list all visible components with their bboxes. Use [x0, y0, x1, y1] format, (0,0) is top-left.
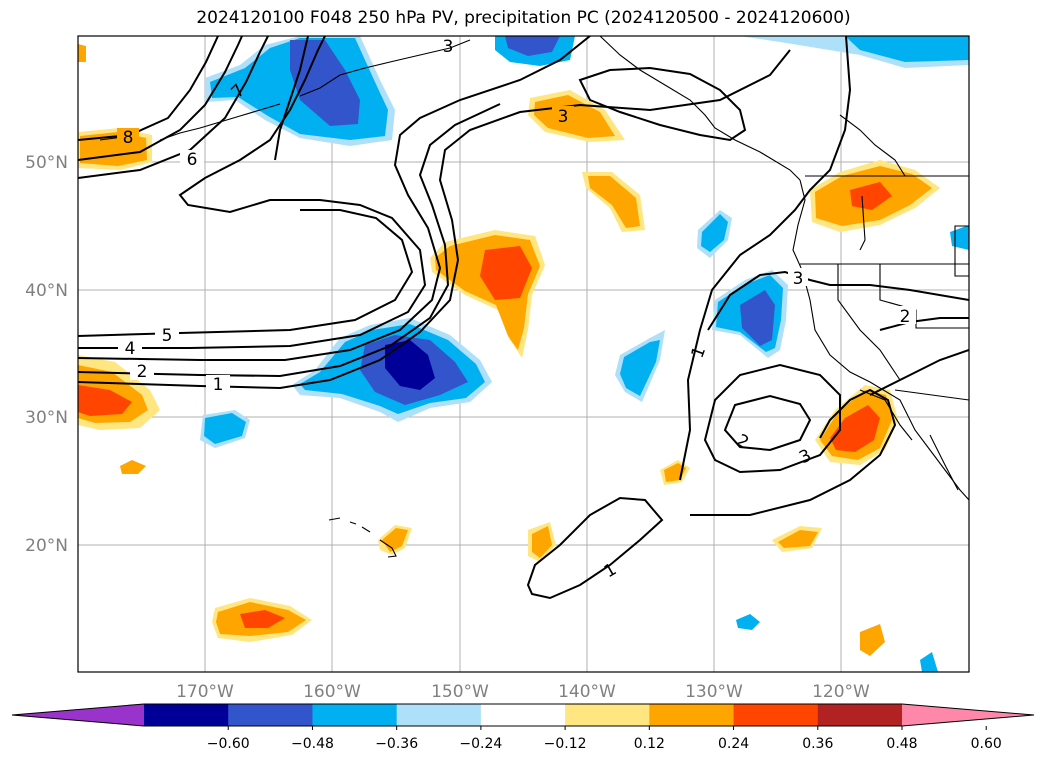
- lat-label: 30°N: [25, 408, 68, 428]
- precip-anomaly-negative: [620, 340, 660, 396]
- pv-contour: [578, 66, 747, 142]
- map-frame: [77, 35, 970, 673]
- precip-anomaly-negative: [204, 413, 246, 444]
- colorbar-segment: [480, 704, 566, 726]
- pv-contour: [78, 103, 501, 378]
- colorbar-segment: [228, 704, 313, 726]
- colorbar-tick-label: −0.12: [544, 736, 587, 752]
- colorbar-tick-label: 0.36: [802, 736, 833, 752]
- map-area: [78, 36, 969, 672]
- precip-anomaly-positive: [778, 530, 818, 548]
- precip-anomaly-negative: [505, 36, 560, 56]
- contour-label: 2: [137, 362, 148, 382]
- precip-anomaly-positive: [532, 526, 552, 558]
- colorbar-segment: [817, 704, 903, 726]
- precip-shading: [78, 36, 969, 672]
- pv-contour: [78, 49, 791, 390]
- colorbar-tick-label: 0.24: [718, 736, 749, 752]
- pv-contour: [679, 36, 852, 481]
- colorbar-tick-label: −0.24: [459, 736, 502, 752]
- lon-label: 150°W: [431, 682, 489, 702]
- contour-label: 3: [793, 269, 804, 289]
- pv-contour: [690, 388, 897, 516]
- colorbar-tick-label: 0.12: [634, 736, 665, 752]
- precip-anomaly-positive: [534, 95, 615, 138]
- longitude-labels: 170°W 160°W 150°W 140°W 130°W 120°W: [176, 682, 870, 702]
- lon-label: 160°W: [303, 682, 361, 702]
- precip-anomaly-positive: [480, 246, 532, 300]
- contour-label: 6: [187, 150, 198, 170]
- latitude-labels: 50°N 40°N 30°N 20°N: [25, 153, 68, 556]
- lon-label: 120°W: [812, 682, 870, 702]
- pv-contour: [879, 317, 969, 331]
- lat-label: 20°N: [25, 536, 68, 556]
- lat-label: 40°N: [25, 281, 68, 301]
- lat-label: 50°N: [25, 153, 68, 173]
- pv-contours: [78, 36, 969, 600]
- contour-label: 3: [558, 107, 569, 127]
- colorbar-segment: [649, 704, 735, 726]
- contour-label: 2: [900, 307, 911, 327]
- precip-anomaly-positive: [830, 405, 880, 452]
- precip-anomaly-positive: [78, 44, 86, 62]
- colorbar-extend-min: [12, 704, 144, 726]
- pv-contour: [703, 363, 841, 474]
- colorbar-tick-label: −0.48: [291, 736, 334, 752]
- colorbar-segment: [565, 704, 650, 726]
- contour-label: 5: [162, 326, 173, 346]
- pv-contour: [869, 349, 969, 396]
- contour-label: 1: [213, 375, 224, 395]
- colorbar-segment: [312, 704, 398, 726]
- precip-anomaly-positive: [78, 385, 132, 416]
- pv-contour: [526, 496, 664, 600]
- colorbar-tick-label: −0.36: [375, 736, 418, 752]
- colorbar-outline: [11, 703, 1035, 727]
- pv-contour: [78, 36, 269, 179]
- colorbar-tick-label: 0.60: [971, 736, 1002, 752]
- precip-anomaly-negative: [740, 290, 775, 346]
- contour-label: 3: [443, 37, 454, 57]
- precip-anomaly-positive: [588, 176, 640, 228]
- precip-anomaly-negative: [290, 40, 360, 126]
- pv-contour: [707, 270, 969, 331]
- precip-anomaly-negative: [701, 214, 728, 252]
- precip-anomaly-positive: [850, 182, 892, 210]
- colorbar-tick-label: 0.48: [886, 736, 917, 752]
- pv-contour: [78, 36, 243, 161]
- contour-label: 8: [123, 128, 134, 148]
- precip-anomaly-negative: [845, 36, 969, 62]
- colorbar-tick-label: −0.60: [207, 736, 250, 752]
- pv-contour: [723, 394, 812, 452]
- pv-contour: [78, 36, 591, 361]
- precip-anomaly-negative: [385, 340, 435, 390]
- precip-anomaly-positive: [240, 610, 285, 628]
- colorbar-extend-max: [902, 704, 1034, 726]
- colorbar: −0.60 −0.48 −0.36 −0.24 −0.12 0.12 0.24 0.36 0.4…: [11, 703, 1035, 752]
- precip-anomaly-negative: [920, 652, 938, 672]
- colorbar-segment: [396, 704, 482, 726]
- map-title: 2024120100 F048 250 hPa PV, precipitatio…: [196, 8, 851, 28]
- lon-label: 140°W: [558, 682, 616, 702]
- lon-label: 170°W: [176, 682, 234, 702]
- precip-anomaly-positive: [860, 624, 885, 656]
- colorbar-segment: [144, 704, 229, 726]
- lon-label: 130°W: [685, 682, 743, 702]
- colorbar-segment: [733, 704, 819, 726]
- contour-label: 4: [125, 339, 136, 359]
- precip-anomaly-positive: [120, 460, 146, 474]
- pv-contour: [274, 36, 309, 161]
- precip-anomaly-negative: [736, 614, 760, 630]
- pv-contour: [78, 209, 414, 337]
